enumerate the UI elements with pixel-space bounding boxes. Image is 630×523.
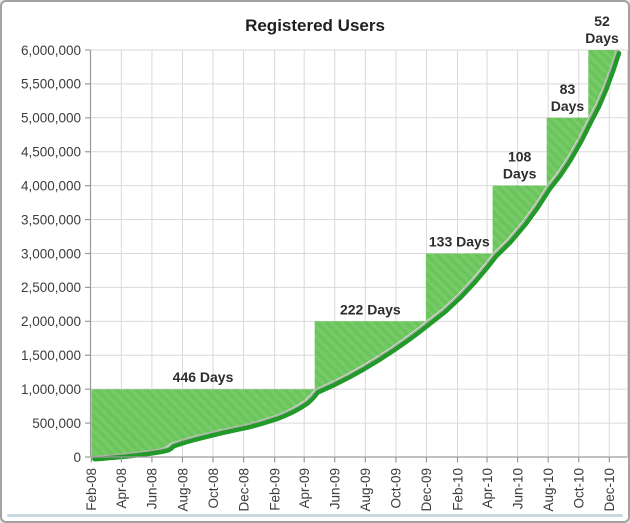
- x-tick-label: Aug-08: [175, 468, 190, 512]
- x-tick-label: Oct-09: [389, 468, 404, 509]
- milestone-label: 133 Days: [429, 233, 490, 249]
- milestone-label: Days: [503, 166, 537, 182]
- area-texture: [91, 50, 616, 456]
- axes: [85, 49, 628, 463]
- x-tick-label: Apr-08: [114, 468, 129, 509]
- x-tick-label: Aug-10: [541, 468, 556, 512]
- x-tick-label: Apr-10: [480, 468, 495, 509]
- tick-labels: 0 500,000 1,000,000 1,500,000 2,000,000 2,500…: [21, 43, 617, 512]
- x-tick-label: Jun-09: [328, 468, 343, 509]
- x-tick-label: Apr-09: [297, 468, 312, 509]
- y-tick-label: 0: [73, 450, 81, 465]
- y-tick-label: 3,500,000: [21, 212, 81, 227]
- x-tick-label: Jun-10: [510, 468, 525, 509]
- chart-title: Registered Users: [245, 16, 385, 35]
- x-tick-label: Dec-09: [419, 468, 434, 512]
- frame-bottom-accent: [7, 514, 623, 517]
- y-tick-label: 1,000,000: [21, 382, 81, 397]
- milestone-label: 222 Days: [340, 301, 401, 317]
- x-tick-label: Feb-08: [84, 468, 99, 511]
- x-tick-label: Oct-10: [572, 468, 587, 509]
- x-tick-label: Aug-09: [358, 468, 373, 512]
- x-tick-label: Jun-08: [145, 468, 160, 509]
- x-tick-label: Feb-10: [450, 468, 465, 511]
- users-curve-line: [92, 50, 622, 462]
- milestone-label: Days: [585, 30, 619, 46]
- y-tick-label: 500,000: [32, 416, 81, 431]
- milestone-label: 52: [594, 13, 610, 29]
- area-series: [91, 49, 622, 462]
- y-tick-label: 3,000,000: [21, 246, 81, 261]
- y-tick-label: 5,000,000: [21, 111, 81, 126]
- y-tick-label: 6,000,000: [21, 43, 81, 58]
- y-tick-label: 2,500,000: [21, 280, 81, 295]
- x-tick-label: Oct-08: [206, 468, 221, 509]
- x-tick-label: Feb-09: [267, 468, 282, 511]
- y-tick-label: 4,500,000: [21, 145, 81, 160]
- milestone-label: 83: [560, 81, 576, 97]
- y-tick-label: 1,500,000: [21, 348, 81, 363]
- milestone-label: 446 Days: [173, 369, 234, 385]
- milestone-label: 108: [508, 149, 532, 165]
- x-tick-label: Dec-08: [236, 468, 251, 512]
- milestone-label: Days: [551, 98, 585, 114]
- y-tick-label: 4,000,000: [21, 178, 81, 193]
- y-tick-label: 2,000,000: [21, 314, 81, 329]
- x-tick-label: Dec-10: [602, 468, 617, 512]
- y-tick-label: 5,500,000: [21, 77, 81, 92]
